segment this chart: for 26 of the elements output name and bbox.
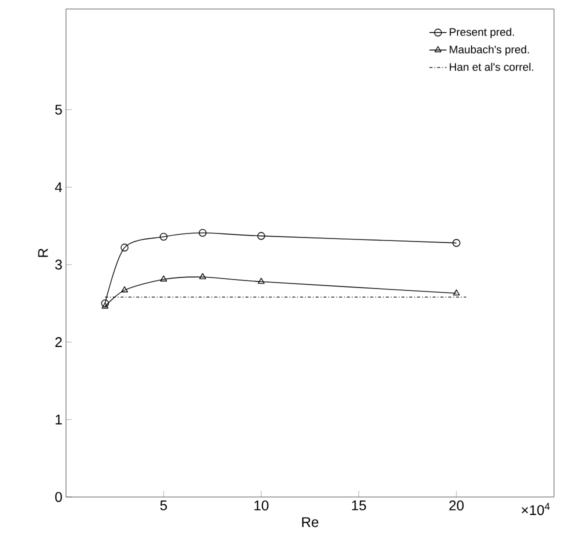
point	[257, 232, 266, 240]
x-tick-label: 15	[352, 500, 366, 510]
point	[160, 275, 168, 282]
x-tick-label: 5	[160, 500, 167, 510]
x-tick-label: 10	[254, 500, 268, 510]
point	[452, 239, 460, 247]
y-axis-title: R	[38, 248, 48, 257]
point	[120, 244, 128, 252]
point	[121, 286, 128, 292]
x-axis-title: Re	[302, 517, 318, 528]
y-tick-label: 2	[55, 337, 62, 347]
point	[160, 232, 168, 241]
point	[198, 228, 207, 237]
y-tick-label: 5	[55, 104, 62, 115]
y-tick-label: 1	[56, 414, 62, 424]
y-tick-label: 0	[55, 492, 62, 502]
point	[199, 273, 206, 280]
point	[452, 289, 460, 296]
text: ×10$^{4}$	[522, 502, 550, 516]
legend-label: Han et al's correl.	[450, 62, 534, 71]
legend-label: Present pred.	[450, 28, 514, 38]
legend-label: Maubach's pred.	[450, 45, 529, 56]
y-tick-label: 4	[54, 182, 62, 192]
y-tick-label: 3	[55, 260, 62, 270]
point	[258, 278, 265, 284]
x-tick-label: 20	[449, 500, 464, 510]
